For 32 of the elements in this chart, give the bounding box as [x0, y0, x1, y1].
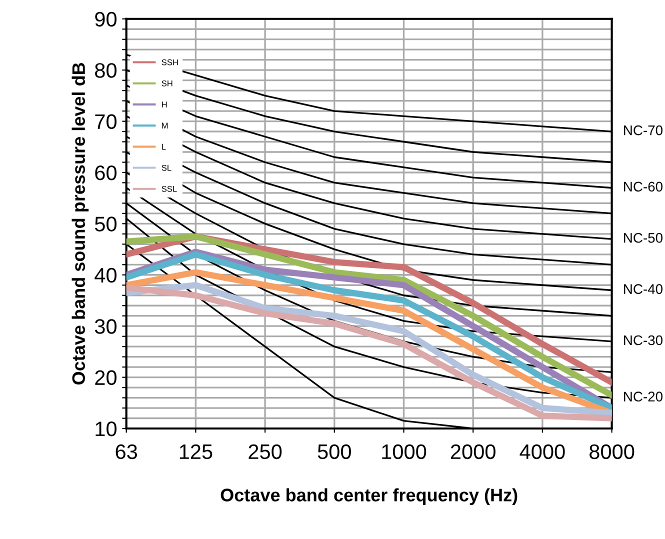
x-axis-title: Octave band center frequency (Hz) — [220, 488, 518, 506]
y-tick-label: 70 — [95, 114, 117, 130]
x-tick-label: 500 — [318, 444, 351, 460]
y-tick-label: 50 — [94, 216, 117, 232]
x-tick-label: 125 — [180, 444, 212, 460]
y-tick-label: 10 — [96, 422, 117, 436]
legend-label: L — [162, 144, 166, 150]
y-tick-label: 90 — [95, 12, 117, 27]
legend-label: SSL — [162, 186, 177, 192]
x-tick-label: 2000 — [450, 444, 496, 460]
legend-label: SH — [162, 80, 172, 86]
x-tick-label: 250 — [248, 444, 282, 460]
y-tick-label: 60 — [95, 165, 117, 180]
legend-label: SSH — [162, 59, 178, 66]
series-label: NC-50 — [624, 232, 662, 243]
y-tick-label: 80 — [95, 63, 117, 78]
series-label: NC-60 — [624, 182, 662, 192]
x-tick-label: 4000 — [520, 444, 565, 460]
legend-label: SL — [162, 164, 172, 171]
y-axis-title: Octave band sound pressure level dB — [72, 62, 89, 384]
x-tick-label: 1000 — [382, 444, 426, 460]
x-tick-label: 63 — [116, 444, 138, 460]
series-label: NC-20 — [624, 392, 662, 402]
legend-label: H — [162, 102, 167, 108]
series-label: NC-40 — [624, 284, 662, 294]
x-tick-label: 8000 — [590, 444, 634, 460]
y-tick-label: 20 — [95, 370, 117, 386]
series-label: NC-70 — [624, 125, 662, 136]
y-tick-label: 30 — [94, 319, 117, 334]
legend-label: M — [162, 122, 168, 128]
series-label: NC-30 — [624, 335, 662, 346]
y-tick-label: 40 — [94, 268, 117, 283]
